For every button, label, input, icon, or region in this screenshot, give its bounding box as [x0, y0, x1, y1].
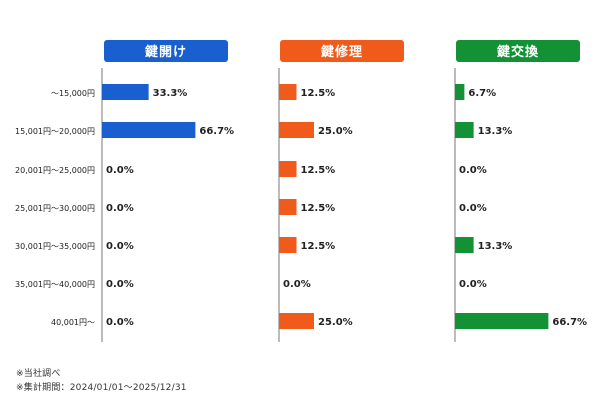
bar	[455, 237, 474, 253]
series-header-label: 鍵修理	[321, 44, 363, 60]
data-label: 0.0%	[459, 279, 487, 290]
category-label: 30,001円〜35,000円	[15, 242, 95, 251]
data-label: 0.0%	[459, 165, 487, 176]
bar	[279, 84, 297, 100]
note-period: ※集計期間：2024/01/01〜2025/12/31	[16, 383, 187, 393]
category-label: 35,001円〜40,000円	[15, 280, 95, 289]
bar	[279, 313, 314, 329]
bar	[279, 161, 297, 177]
data-label: 0.0%	[106, 165, 134, 176]
bar	[455, 122, 474, 138]
series-header-3	[456, 40, 580, 62]
data-label: 0.0%	[106, 279, 134, 290]
data-label: 0.0%	[106, 317, 134, 328]
category-label: 20,001円〜25,000円	[15, 166, 95, 175]
data-label: 0.0%	[106, 241, 134, 252]
category-label: 15,001円〜20,000円	[15, 127, 95, 136]
bar	[455, 313, 549, 329]
data-label: 6.7%	[468, 88, 496, 99]
category-label: 40,001円〜	[51, 318, 95, 327]
bar	[102, 84, 149, 100]
data-label: 66.7%	[552, 317, 587, 328]
note-source: ※当社調べ	[16, 369, 61, 379]
series-header-2	[280, 40, 404, 62]
data-label: 66.7%	[199, 126, 234, 137]
bar	[279, 199, 297, 215]
bar	[102, 122, 196, 138]
series-header-label: 鍵開け	[145, 44, 187, 60]
data-label: 12.5%	[301, 203, 336, 214]
data-label: 12.5%	[301, 241, 336, 252]
data-label: 33.3%	[153, 88, 188, 99]
data-label: 12.5%	[301, 88, 336, 99]
data-label: 13.3%	[478, 241, 513, 252]
category-label: 〜15,000円	[51, 89, 95, 98]
bar	[455, 84, 465, 100]
data-label: 0.0%	[106, 203, 134, 214]
bar	[279, 237, 297, 253]
data-label: 25.0%	[318, 317, 353, 328]
data-label: 0.0%	[459, 203, 487, 214]
data-label: 13.3%	[478, 126, 513, 137]
data-label: 12.5%	[301, 165, 336, 176]
series-header-label: 鍵交換	[497, 44, 539, 60]
category-label: 25,001円〜30,000円	[15, 204, 95, 213]
bar	[279, 122, 314, 138]
data-label: 25.0%	[318, 126, 353, 137]
series-header-1	[104, 40, 228, 62]
data-label: 0.0%	[283, 279, 311, 290]
